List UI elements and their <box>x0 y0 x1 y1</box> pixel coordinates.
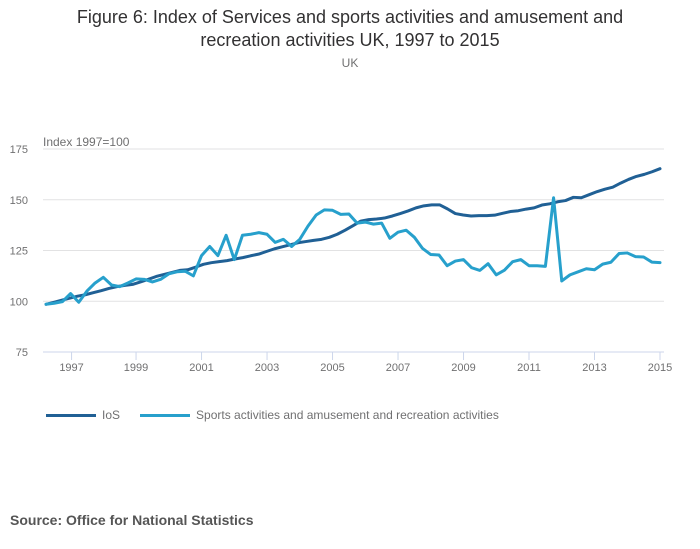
x-tick-label: 2011 <box>517 362 541 374</box>
chart-subtitle: UK <box>341 56 359 70</box>
source-note: Source: Office for National Statistics <box>10 512 254 528</box>
x-axis-ticks: 1997 1999 2001 2003 2005 2007 2009 2011 2013 2015 <box>59 352 672 374</box>
y-axis-label: Index 1997=100 <box>43 135 130 149</box>
x-tick-label: 2005 <box>320 362 344 374</box>
legend-label-ios: IoS <box>102 408 121 422</box>
legend-swatch-ios <box>46 413 96 417</box>
legend-label-sports: Sports activities and amusement and recr… <box>196 408 499 422</box>
y-tick-label: 175 <box>10 144 28 156</box>
chart-title-line-2: recreation activities UK, 1997 to 2015 <box>200 30 500 50</box>
y-tick-label: 100 <box>10 296 28 308</box>
chart-title: Figure 6: Index of Services and sports a… <box>0 6 700 52</box>
legend-item-sports[interactable]: Sports activities and amusement and recr… <box>140 408 499 422</box>
chart-title-line-1: Figure 6: Index of Services and sports a… <box>76 7 624 27</box>
y-tick-label: 125 <box>10 246 28 258</box>
series-lines <box>44 167 662 306</box>
x-tick-label: 2003 <box>255 362 279 374</box>
y-tick-label: 150 <box>10 195 28 207</box>
line-chart: 75 100 125 150 175 1997 1999 2001 2003 2005 2007 2… <box>10 135 673 374</box>
x-tick-label: 2009 <box>451 362 475 374</box>
series-line-sports[interactable] <box>44 196 662 306</box>
x-tick-label: 2013 <box>582 362 606 374</box>
series-line-ios[interactable] <box>44 167 662 306</box>
x-tick-label: 1999 <box>124 362 148 374</box>
x-tick-label: 1997 <box>59 362 83 374</box>
y-tick-label: 75 <box>16 347 28 359</box>
y-axis-ticks: 75 100 125 150 175 <box>10 144 28 359</box>
legend-swatch-sports <box>140 413 191 417</box>
legend: IoS Sports activities and amusement and … <box>46 408 519 422</box>
gridlines <box>43 148 664 302</box>
x-tick-label: 2015 <box>648 362 672 374</box>
x-tick-label: 2001 <box>189 362 213 374</box>
x-tick-label: 2007 <box>386 362 410 374</box>
legend-item-ios[interactable]: IoS <box>46 408 120 422</box>
